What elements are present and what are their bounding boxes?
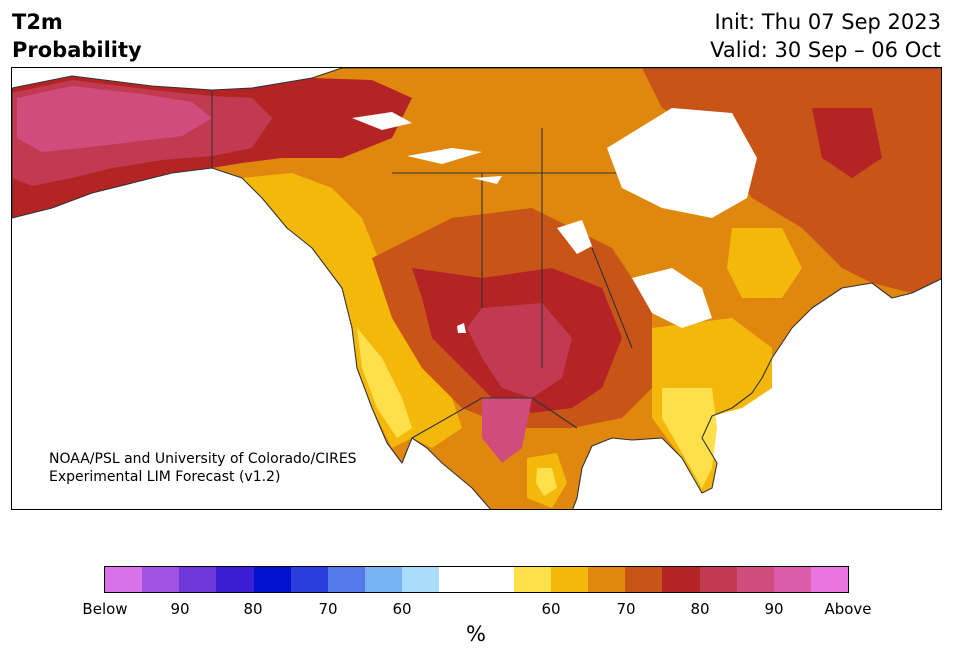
colorbar-segment xyxy=(142,567,180,592)
colorbar-unit: % xyxy=(466,622,486,646)
colorbar-tick-label: 90 xyxy=(170,600,190,618)
colorbar-tick-label: 60 xyxy=(392,600,412,618)
colorbar-segment xyxy=(327,567,366,592)
mexico-pink-region xyxy=(482,398,532,463)
colorbar-tick-label: 80 xyxy=(690,600,710,618)
colorbar-segment xyxy=(365,567,403,592)
init-date: Init: Thu 07 Sep 2023 xyxy=(714,10,941,34)
athabasca-lake xyxy=(472,176,502,184)
colorbar-segment xyxy=(105,567,143,592)
hudson-bay xyxy=(607,108,757,218)
coastline xyxy=(12,68,941,509)
great-lakes xyxy=(632,268,712,328)
colorbar-tick-label: 80 xyxy=(243,600,263,618)
credit-text: NOAA/PSL and University of Colorado/CIRE… xyxy=(49,450,357,486)
colorbar-segment xyxy=(179,567,217,592)
central-mexico-light-yellow xyxy=(536,468,557,496)
colorbar-tick-label: 70 xyxy=(616,600,636,618)
colorbar-segment xyxy=(439,567,477,592)
credit-line-2: Experimental LIM Forecast (v1.2) xyxy=(49,469,281,485)
great-slave-lake xyxy=(352,112,412,130)
quantity-label: Probability xyxy=(12,38,142,62)
colorbar-tick-label: Above xyxy=(824,600,872,618)
colorbar-tick-label: 60 xyxy=(541,600,561,618)
colorbar-segment xyxy=(402,567,440,592)
colorbar-segment xyxy=(699,567,737,592)
colorbar-tick-label: 70 xyxy=(318,600,338,618)
colorbar-segment xyxy=(773,567,811,592)
lake-winnipeg xyxy=(557,220,592,254)
alaska-pink-region xyxy=(17,86,212,152)
colorbar-segment xyxy=(513,567,551,592)
colorbar-segment xyxy=(625,567,663,592)
colorbar-segment xyxy=(662,567,700,592)
colorbar-segment xyxy=(550,567,589,592)
florida-light-yellow xyxy=(662,388,717,488)
colorbar-segment xyxy=(736,567,774,592)
labrador-red-region xyxy=(812,108,882,178)
variable-label: T2m xyxy=(12,10,63,34)
us-mexico-border xyxy=(411,397,578,439)
colorbar-segment xyxy=(588,567,626,592)
map-panel: NOAA/PSL and University of Colorado/CIRE… xyxy=(11,67,942,510)
colorbar-segment xyxy=(253,567,291,592)
credit-line-1: NOAA/PSL and University of Colorado/CIRE… xyxy=(49,451,357,467)
southern-plains-rose xyxy=(467,303,572,398)
great-salt-lake xyxy=(457,323,466,333)
california-light-yellow xyxy=(357,328,412,438)
map-title: T2m Probability xyxy=(12,8,142,64)
state-borders xyxy=(481,128,633,368)
probability-map xyxy=(12,68,941,509)
valid-range: Valid: 30 Sep – 06 Oct xyxy=(710,38,941,62)
west-yellow-region xyxy=(242,173,462,448)
colorbar-segment xyxy=(290,567,328,592)
colorbar-tick-label: 90 xyxy=(764,600,784,618)
colorbar-segment xyxy=(216,567,254,592)
colorbar-segment xyxy=(810,567,849,592)
colorbar-segment xyxy=(476,567,514,592)
forecast-dates: Init: Thu 07 Sep 2023 Valid: 30 Sep – 06… xyxy=(710,8,941,64)
colorbar xyxy=(104,566,849,593)
great-bear-lake-area xyxy=(407,148,482,164)
colorbar-tick-label: Below xyxy=(82,600,128,618)
quebec-yellow-region xyxy=(727,228,802,298)
